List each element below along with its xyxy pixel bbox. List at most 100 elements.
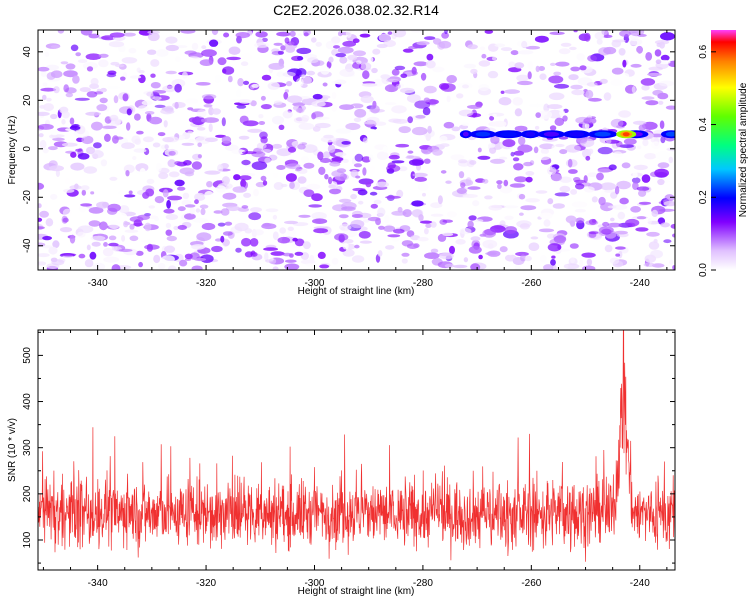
noise-blob [446,95,451,103]
noise-blob [657,162,670,169]
noise-blob [385,195,401,199]
noise-blob [618,250,623,259]
noise-blob [148,205,156,209]
noise-blob [328,183,339,187]
noise-blob [588,148,594,155]
noise-blob [414,176,428,182]
noise-blob [194,192,206,201]
noise-blob [615,253,621,257]
noise-blob [510,151,515,157]
noise-blob [109,176,118,181]
noise-blob [61,119,66,125]
noise-blob [324,173,329,180]
noise-blob [614,186,620,195]
noise-blob [242,151,257,155]
noise-blob [165,44,179,52]
noise-blob [38,226,45,230]
noise-blob [142,136,154,143]
noise-blob [339,56,348,64]
noise-blob [120,76,126,81]
noise-blob [328,176,333,185]
noise-blob [234,222,249,232]
noise-blob [672,233,675,238]
noise-blob [319,264,330,269]
noise-blob [255,31,268,38]
noise-blob [297,33,302,37]
noise-blob [80,185,90,191]
noise-blob [211,245,223,253]
noise-blob [487,243,494,250]
noise-blob [147,30,160,35]
spectrogram-y-label: Frequency (Hz) [7,116,18,185]
noise-blob [72,75,80,84]
noise-blob [80,30,93,36]
noise-blob [165,70,177,75]
noise-blob [391,105,407,114]
noise-blob [311,193,323,202]
noise-blob [122,32,136,37]
noise-blob [652,89,664,96]
noise-blob [133,148,147,153]
spectrogram-x-label: Height of straight line (km) [298,286,415,297]
noise-blob [644,153,657,160]
noise-blob [188,138,196,143]
noise-blob [303,189,315,197]
noise-blob [150,73,156,78]
noise-blob [155,49,169,57]
noise-blob [223,32,230,38]
noise-blob [438,40,452,49]
y-tick-label: 200 [22,485,33,502]
noise-blob [233,174,241,181]
noise-blob [59,227,73,233]
noise-blob [351,255,365,263]
noise-blob [272,266,279,270]
noise-blob [287,226,294,231]
colorbar-tick-label: 0.6 [698,44,709,58]
noise-blob [244,251,254,258]
noise-blob [215,238,222,242]
noise-blob [446,75,458,84]
noise-blob [264,157,271,164]
noise-blob [49,165,64,172]
noise-blob [631,177,641,184]
noise-blob [425,133,431,141]
y-tick-label: 0 [22,146,33,152]
noise-blob [462,84,469,89]
noise-blob [519,223,531,230]
noise-blob [615,246,626,250]
noise-blob [154,196,165,204]
noise-blob [132,156,137,160]
noise-blob [166,235,177,242]
noise-blob [296,108,304,113]
noise-blob [538,66,545,71]
noise-blob [371,67,378,74]
noise-blob [645,100,659,106]
noise-blob [438,83,450,90]
noise-blob [165,222,172,229]
noise-blob [490,158,505,164]
noise-blob [81,189,87,196]
noise-blob [285,163,301,170]
noise-blob [86,66,94,72]
noise-blob [197,154,202,159]
noise-blob [284,89,289,93]
noise-blob [535,190,548,194]
noise-blob [570,84,583,90]
snr-panel: -340 -320 -300 -280 -260 -240100200300400500 … [7,329,676,597]
noise-blob [647,72,662,77]
noise-blob [415,114,426,119]
noise-blob [395,83,401,89]
noise-blob [144,222,152,232]
noise-blob [297,176,307,184]
y-tick-label: 400 [22,393,33,410]
noise-blob [334,173,349,181]
noise-blob [174,101,179,110]
noise-blob [527,61,534,70]
noise-blob [201,45,207,50]
noise-blob [633,164,648,171]
noise-blob [298,122,315,130]
noise-blob [617,211,626,220]
noise-blob [362,30,368,34]
noise-blob [525,176,533,183]
noise-blob [432,66,445,73]
